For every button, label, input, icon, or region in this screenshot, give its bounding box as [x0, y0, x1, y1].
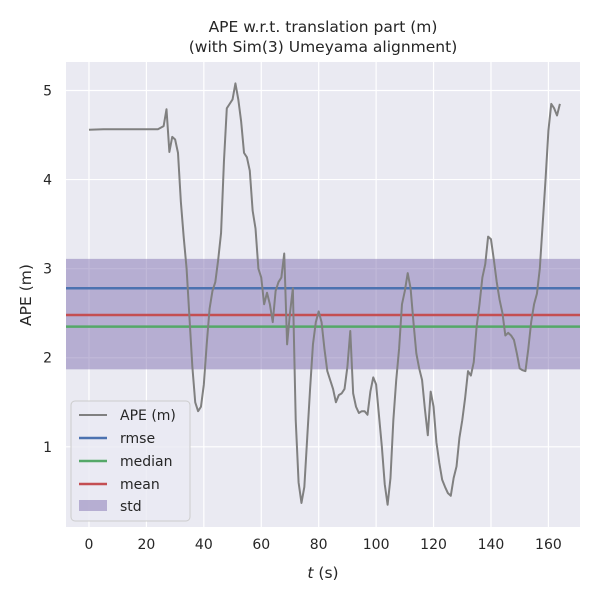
legend-label-ape: APE (m): [120, 408, 176, 424]
y-tick-labels: 1 2 3 4 5: [43, 84, 52, 456]
x-axis-unit: (s): [313, 564, 338, 582]
y-tick-label: 4: [43, 173, 52, 189]
legend: APE (m) rmse median mean std: [70, 400, 191, 522]
y-tick-label: 5: [43, 84, 52, 100]
y-tick-label: 2: [43, 351, 52, 367]
y-axis-label: APE (m): [17, 264, 35, 326]
x-tick-label: 80: [310, 537, 328, 553]
y-tick-label: 3: [43, 262, 52, 278]
chart-title-line2: (with Sim(3) Umeyama alignment): [189, 38, 458, 56]
legend-label-std: std: [120, 499, 142, 515]
legend-label-median: median: [120, 454, 172, 470]
y-tick-label: 1: [43, 440, 52, 456]
x-tick-labels: 0 20 40 60 80 100 120 140 160: [85, 537, 562, 553]
x-axis-label: t (s): [307, 564, 338, 582]
series-layer: [88, 82, 561, 506]
legend-label-mean: mean: [120, 477, 160, 493]
x-tick-label: 60: [252, 537, 270, 553]
x-axis-variable: t: [307, 564, 314, 582]
x-tick-label: 160: [535, 537, 562, 553]
x-tick-label: 40: [195, 537, 213, 553]
x-tick-label: 20: [137, 537, 155, 553]
x-tick-label: 100: [363, 537, 390, 553]
ape-series-line: [88, 82, 561, 506]
legend-label-rmse: rmse: [120, 431, 155, 447]
legend-swatch-std: [79, 500, 107, 511]
x-tick-label: 120: [420, 537, 447, 553]
legend-box: [70, 400, 191, 522]
x-tick-label: 140: [478, 537, 505, 553]
x-tick-label: 0: [85, 537, 94, 553]
chart-title-line1: APE w.r.t. translation part (m): [209, 18, 438, 36]
